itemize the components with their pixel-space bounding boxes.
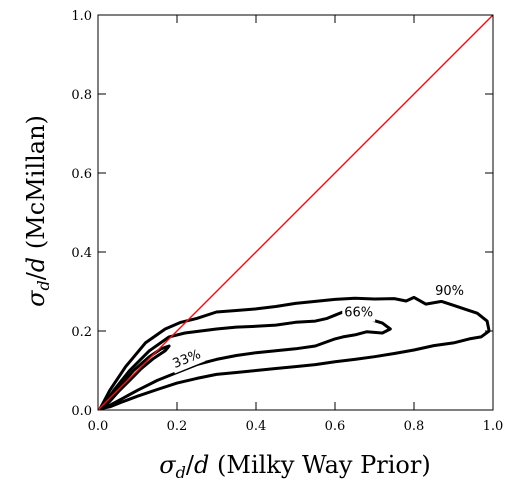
x-tick-label-3: 0.6 <box>325 419 346 434</box>
x-tick-label-2: 0.4 <box>246 419 267 434</box>
contour-label-1: 90% <box>435 284 464 299</box>
x-tick-label-1: 0.2 <box>167 419 188 434</box>
y-tick-label-0: 0.0 <box>71 404 92 419</box>
y-tick-label-5: 1.0 <box>71 9 92 24</box>
plot-area: 90%66%33% <box>97 14 494 411</box>
contour-label-bg-1 <box>433 283 467 300</box>
y-tick-label-1: 0.2 <box>71 325 92 340</box>
contour-2 <box>100 309 392 410</box>
y-tick-label-3: 0.6 <box>71 167 92 182</box>
contour-label-2: 66% <box>344 306 373 321</box>
x-tick-label-0: 0.0 <box>88 419 109 434</box>
contour-label-bg-3 <box>168 345 206 374</box>
x-axis-title: σd/d (Milky Way Prior) <box>159 451 430 481</box>
x-tick-label-4: 0.8 <box>404 419 425 434</box>
contour-1 <box>98 295 491 411</box>
axes: 0.0 0.2 0.4 0.6 0.8 1.0 0.0 0.2 0.4 0.6 0.8 1.0 <box>71 9 503 434</box>
y-tick-label-4: 0.8 <box>71 88 92 103</box>
plot-frame <box>97 14 494 411</box>
identity-line <box>97 14 494 411</box>
y-tick-label-2: 0.4 <box>71 246 92 261</box>
contour-3 <box>102 344 171 408</box>
y-axis-title: σd/d (McMillan) <box>22 115 53 307</box>
contour-label-bg-2 <box>342 304 376 322</box>
x-tick-label-5: 1.0 <box>483 419 504 434</box>
